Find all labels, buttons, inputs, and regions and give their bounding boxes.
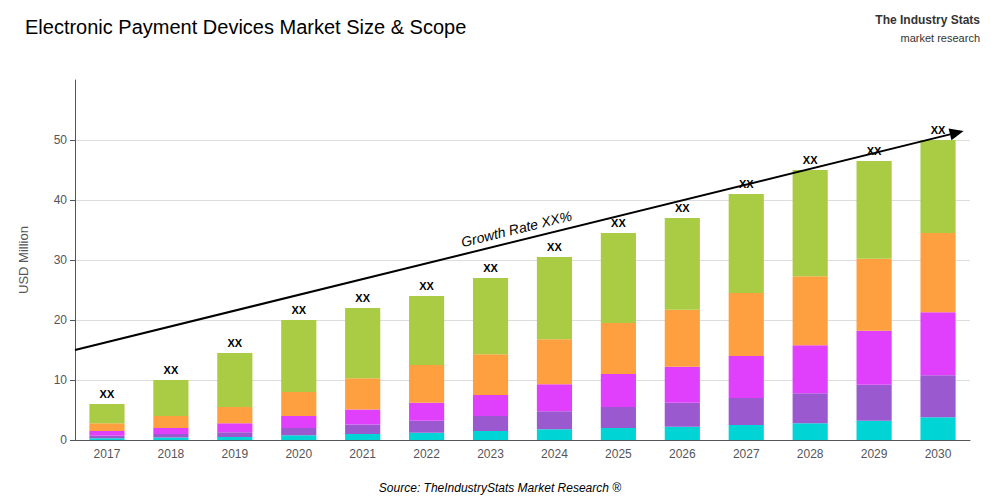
svg-text:XX: XX: [355, 292, 370, 304]
svg-text:XX: XX: [738, 177, 754, 190]
svg-text:2029: 2029: [861, 447, 888, 461]
svg-text:XX: XX: [419, 280, 434, 292]
svg-text:Electronic Payment Devices Mar: Electronic Payment Devices Market Size &…: [25, 16, 466, 38]
svg-text:2025: 2025: [605, 447, 632, 461]
svg-text:Source: TheIndustryStats Marke: Source: TheIndustryStats Market Research…: [379, 481, 621, 495]
svg-text:0: 0: [60, 433, 67, 447]
svg-text:XX: XX: [227, 337, 242, 349]
svg-text:2021: 2021: [349, 447, 376, 461]
svg-text:40: 40: [54, 193, 68, 207]
svg-text:XX: XX: [100, 388, 115, 400]
svg-text:The Industry Stats: The Industry Stats: [875, 13, 980, 27]
svg-text:2019: 2019: [221, 447, 248, 461]
svg-text:XX: XX: [675, 202, 690, 214]
svg-text:XX: XX: [611, 216, 626, 229]
svg-text:XX: XX: [291, 304, 306, 316]
svg-text:20: 20: [54, 313, 68, 327]
svg-text:2020: 2020: [285, 447, 312, 461]
svg-text:30: 30: [54, 253, 68, 267]
svg-text:2028: 2028: [797, 447, 824, 461]
svg-text:2030: 2030: [925, 447, 952, 461]
svg-text:Growth Rate XX%: Growth Rate XX%: [459, 208, 573, 251]
svg-text:XX: XX: [547, 241, 562, 253]
svg-text:2027: 2027: [733, 447, 760, 461]
svg-text:2024: 2024: [541, 447, 568, 461]
svg-text:market research: market research: [901, 32, 980, 44]
svg-text:2017: 2017: [94, 447, 121, 461]
svg-text:10: 10: [54, 373, 68, 387]
svg-text:2026: 2026: [669, 447, 696, 461]
svg-text:2018: 2018: [158, 447, 185, 461]
svg-text:XX: XX: [164, 364, 179, 376]
svg-text:2022: 2022: [413, 447, 440, 461]
svg-text:50: 50: [54, 133, 68, 147]
svg-text:USD Million: USD Million: [16, 226, 31, 294]
svg-text:XX: XX: [483, 262, 498, 274]
svg-text:XX: XX: [931, 124, 946, 136]
svg-text:XX: XX: [803, 154, 818, 166]
svg-text:XX: XX: [866, 144, 882, 157]
svg-text:2023: 2023: [477, 447, 504, 461]
